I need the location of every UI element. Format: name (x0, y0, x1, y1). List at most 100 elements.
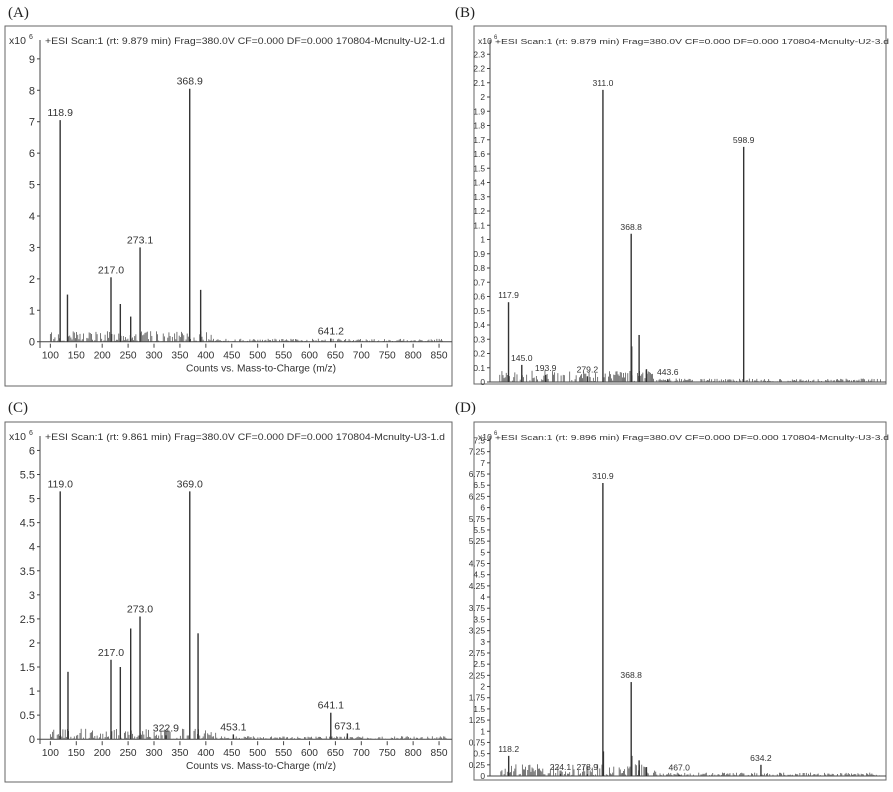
y-tick-label: 2.3 (473, 49, 485, 59)
y-tick-label: 0 (480, 377, 485, 387)
x-tick-label: 600 (301, 748, 318, 759)
x-tick-label: 450 (223, 351, 240, 362)
y-tick-label: 4 (29, 542, 35, 554)
x-tick-label: 750 (379, 748, 396, 759)
y-exponent-label: x10 (478, 36, 492, 46)
x-tick-label: 800 (405, 351, 422, 362)
panel-letter: (C) (8, 400, 28, 416)
x-tick-label: 350 (171, 748, 188, 759)
y-tick-label: 0.5 (473, 306, 485, 316)
x-tick-label: 550 (275, 748, 292, 759)
chart-frame (4, 25, 453, 387)
peak-label: 193.9 (535, 363, 557, 373)
x-tick-label: 700 (353, 748, 370, 759)
peak-label: 641.1 (318, 700, 344, 712)
panel-d: (D) x10 6 +ESI Scan:1 (rt: 9.896 min) Frag… (447, 396, 893, 792)
y-tick-label: 0.4 (473, 320, 485, 330)
y-tick-label: 0 (480, 771, 485, 781)
y-tick-label: 7.5 (473, 435, 485, 445)
peak-label: 673.1 (334, 720, 360, 732)
y-tick-label: 5.25 (469, 536, 486, 546)
y-tick-label: 5.5 (20, 470, 35, 482)
y-tick-label: 2.25 (469, 670, 486, 680)
x-tick-label: 400 (197, 351, 214, 362)
panel-b: (B) x10 6 +ESI Scan:1 (rt: 9.879 min) Frag… (447, 0, 893, 395)
x-tick-label: 500 (249, 748, 266, 759)
y-tick-label: 1.9 (473, 106, 485, 116)
peak-label: 453.1 (220, 721, 246, 733)
y-tick-label: 1.2 (473, 206, 485, 216)
y-tick-label: 1.1 (473, 220, 485, 230)
x-tick-label: 100 (42, 351, 59, 362)
y-tick-label: 1.5 (473, 704, 485, 714)
y-tick-label: 0.2 (473, 349, 485, 359)
y-tick-label: 3.25 (469, 626, 486, 636)
y-tick-label: 6 (29, 148, 35, 160)
y-tick-label: 3.75 (469, 603, 486, 613)
y-tick-label: 0.3 (473, 334, 485, 344)
x-tick-label: 200 (94, 748, 111, 759)
y-tick-label: 0 (29, 337, 35, 349)
y-tick-label: 1.3 (473, 192, 485, 202)
x-tick-label: 200 (94, 351, 111, 362)
y-tick-label: 3 (29, 590, 35, 602)
peak-label: 273.0 (127, 603, 153, 615)
x-axis-label: Counts vs. Mass-to-Charge (m/z) (186, 761, 336, 772)
y-tick-label: 0.7 (473, 277, 485, 287)
y-tick-label: 5 (29, 180, 35, 192)
y-tick-label: 7 (480, 458, 485, 468)
scan-title: +ESI Scan:1 (rt: 9.896 min) Frag=380.0V … (495, 433, 889, 442)
scan-title: +ESI Scan:1 (rt: 9.879 min) Frag=380.0V … (45, 36, 445, 46)
chart-frame (4, 421, 453, 783)
x-tick-label: 300 (146, 748, 163, 759)
x-tick-label: 250 (120, 351, 137, 362)
y-tick-label: 4.5 (473, 570, 485, 580)
y-tick-label: 5 (29, 494, 35, 506)
y-tick-label: 6 (480, 503, 485, 513)
y-tick-label: 0.9 (473, 249, 485, 259)
y-tick-label: 7.25 (469, 447, 486, 457)
panel-letter: (D) (455, 400, 476, 416)
y-tick-label: 4.75 (469, 559, 486, 569)
y-tick-label: 0.5 (473, 749, 485, 759)
y-tick-label: 2.75 (469, 648, 486, 658)
y-exponent-label: x10 (9, 431, 26, 443)
x-tick-label: 450 (223, 748, 240, 759)
y-tick-label: 1.4 (473, 178, 485, 188)
y-tick-label: 6.75 (469, 469, 486, 479)
y-exponent-power: 6 (494, 35, 498, 41)
x-tick-label: 600 (301, 351, 318, 362)
x-tick-label: 150 (68, 351, 85, 362)
x-tick-label: 150 (68, 748, 85, 759)
y-tick-label: 1.5 (20, 662, 35, 674)
peak-label: 368.9 (177, 76, 203, 88)
y-tick-label: 5.5 (473, 525, 485, 535)
peak-label: 443.6 (657, 367, 679, 377)
peak-label: 369.0 (177, 478, 203, 490)
y-tick-label: 5.75 (469, 514, 486, 524)
y-exponent-power: 6 (494, 431, 498, 437)
y-tick-label: 1.5 (473, 163, 485, 173)
y-tick-label: 2.5 (20, 614, 35, 626)
x-tick-label: 100 (42, 748, 59, 759)
x-tick-label: 850 (431, 748, 448, 759)
peak-label: 634.2 (750, 753, 772, 763)
x-tick-label: 550 (275, 351, 292, 362)
x-tick-label: 350 (171, 351, 188, 362)
y-tick-label: 2 (29, 274, 35, 286)
y-tick-label: 2 (29, 638, 35, 650)
y-tick-label: 6 (29, 445, 35, 457)
y-tick-label: 2.2 (473, 64, 485, 74)
y-tick-label: 1.6 (473, 149, 485, 159)
panel-a: (A) x10 6 +ESI Scan:1 (rt: 9.879 min) Frag… (0, 0, 453, 395)
x-tick-label: 750 (379, 351, 396, 362)
y-tick-label: 1.25 (469, 715, 486, 725)
x-tick-label: 300 (146, 351, 163, 362)
y-tick-label: 1.75 (469, 693, 486, 703)
x-tick-label: 250 (120, 748, 137, 759)
peak-label: 368.8 (620, 670, 642, 680)
y-tick-label: 9 (29, 54, 35, 66)
y-tick-label: 1 (480, 235, 485, 245)
